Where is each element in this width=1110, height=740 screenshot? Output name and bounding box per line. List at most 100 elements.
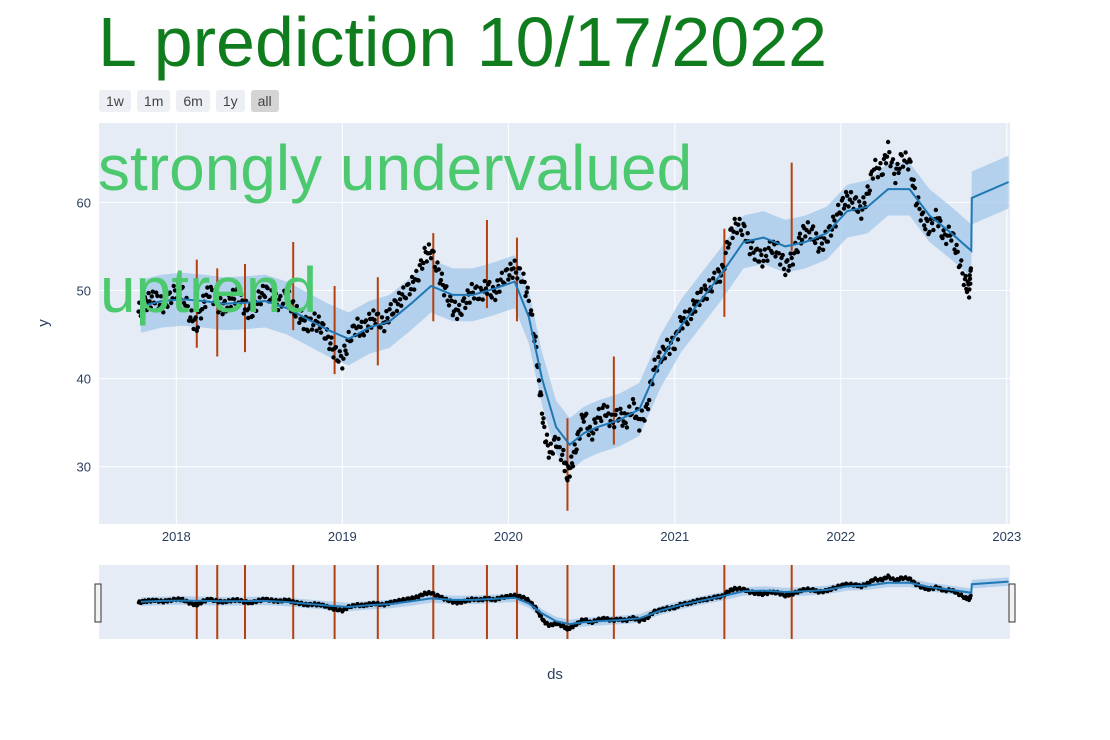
actual-point <box>759 252 764 258</box>
actual-point <box>685 321 690 327</box>
actual-point <box>416 278 421 283</box>
actual-point <box>507 273 512 278</box>
actual-point <box>391 311 396 316</box>
actual-point <box>841 206 847 211</box>
actual-point <box>299 308 304 313</box>
actual-point <box>414 268 419 274</box>
actual-point <box>482 278 487 284</box>
actual-point <box>450 313 455 318</box>
rangeslider-handle-right <box>1008 583 1016 623</box>
actual-point <box>198 316 204 321</box>
actual-point <box>140 297 145 303</box>
actual-point <box>422 245 427 251</box>
actual-point <box>524 290 529 295</box>
actual-point <box>623 420 628 426</box>
actual-point <box>185 304 190 309</box>
actual-point <box>920 210 926 215</box>
actual-point <box>590 437 595 442</box>
actual-point <box>723 250 728 256</box>
actual-point <box>738 228 744 233</box>
actual-point <box>241 311 246 316</box>
actual-point <box>734 230 740 236</box>
actual-point <box>914 201 920 206</box>
actual-point <box>463 305 468 311</box>
rangeslider-actual-point <box>969 593 973 598</box>
range-button-1w[interactable]: 1w <box>99 90 131 112</box>
actual-point <box>620 423 625 428</box>
actual-point <box>899 153 904 158</box>
actual-point <box>384 309 389 314</box>
actual-point <box>273 291 279 296</box>
x-tick-label: 2022 <box>826 529 855 544</box>
x-tick-label: 2020 <box>494 529 523 544</box>
actual-point <box>803 234 808 239</box>
actual-point <box>790 262 796 267</box>
actual-point <box>293 314 298 319</box>
actual-point <box>647 397 652 403</box>
rangeslider-actual-point <box>539 614 543 618</box>
actual-point <box>819 241 825 246</box>
y-axis-title: y <box>35 319 52 327</box>
actual-point <box>954 242 959 248</box>
actual-point <box>612 425 617 430</box>
actual-point <box>587 424 593 429</box>
actual-point <box>758 248 763 253</box>
actual-point <box>284 300 289 305</box>
actual-point <box>911 177 916 182</box>
actual-point <box>193 315 198 320</box>
actual-point <box>799 237 805 243</box>
range-button-1y[interactable]: 1y <box>215 90 245 112</box>
actual-point <box>375 311 381 316</box>
actual-point <box>417 263 422 268</box>
actual-point <box>138 313 143 319</box>
actual-point <box>880 172 885 177</box>
actual-point <box>664 337 670 342</box>
actual-point <box>258 302 263 307</box>
range-button-1m[interactable]: 1m <box>136 90 171 112</box>
actual-point <box>257 295 262 300</box>
actual-point <box>805 220 811 225</box>
range-button-6m[interactable]: 6m <box>176 90 210 112</box>
actual-point <box>855 209 861 214</box>
actual-point <box>877 166 882 171</box>
actual-point <box>412 287 417 292</box>
actual-point <box>194 328 199 333</box>
actual-point <box>230 287 236 293</box>
actual-point <box>219 307 224 312</box>
actual-point <box>546 455 551 460</box>
actual-point <box>333 345 339 350</box>
actual-point <box>223 309 229 314</box>
actual-point <box>884 154 890 159</box>
x-tick-label: 2021 <box>660 529 689 544</box>
actual-point <box>511 266 516 271</box>
actual-point <box>461 296 467 301</box>
actual-point <box>432 264 438 270</box>
actual-point <box>754 246 760 251</box>
actual-point <box>209 287 215 293</box>
actual-point <box>896 170 901 176</box>
actual-point <box>250 313 255 319</box>
actual-point <box>441 293 447 298</box>
actual-point <box>226 292 231 298</box>
actual-point <box>791 251 797 256</box>
actual-point <box>382 329 387 334</box>
actual-point <box>941 228 946 233</box>
actual-point <box>231 296 237 302</box>
actual-point <box>525 285 530 290</box>
actual-point <box>908 159 913 164</box>
actual-point <box>622 411 627 416</box>
actual-point <box>570 464 576 469</box>
actual-point <box>487 279 492 285</box>
actual-point <box>745 231 750 236</box>
actual-point <box>195 325 200 330</box>
actual-point <box>421 260 426 266</box>
actual-point <box>787 263 792 269</box>
actual-point <box>736 222 741 227</box>
actual-point <box>729 226 734 231</box>
actual-point <box>652 357 657 362</box>
actual-point <box>452 299 458 304</box>
actual-point <box>963 273 968 279</box>
actual-point <box>213 291 219 296</box>
actual-point <box>639 408 645 413</box>
range-button-all[interactable]: all <box>250 90 279 112</box>
